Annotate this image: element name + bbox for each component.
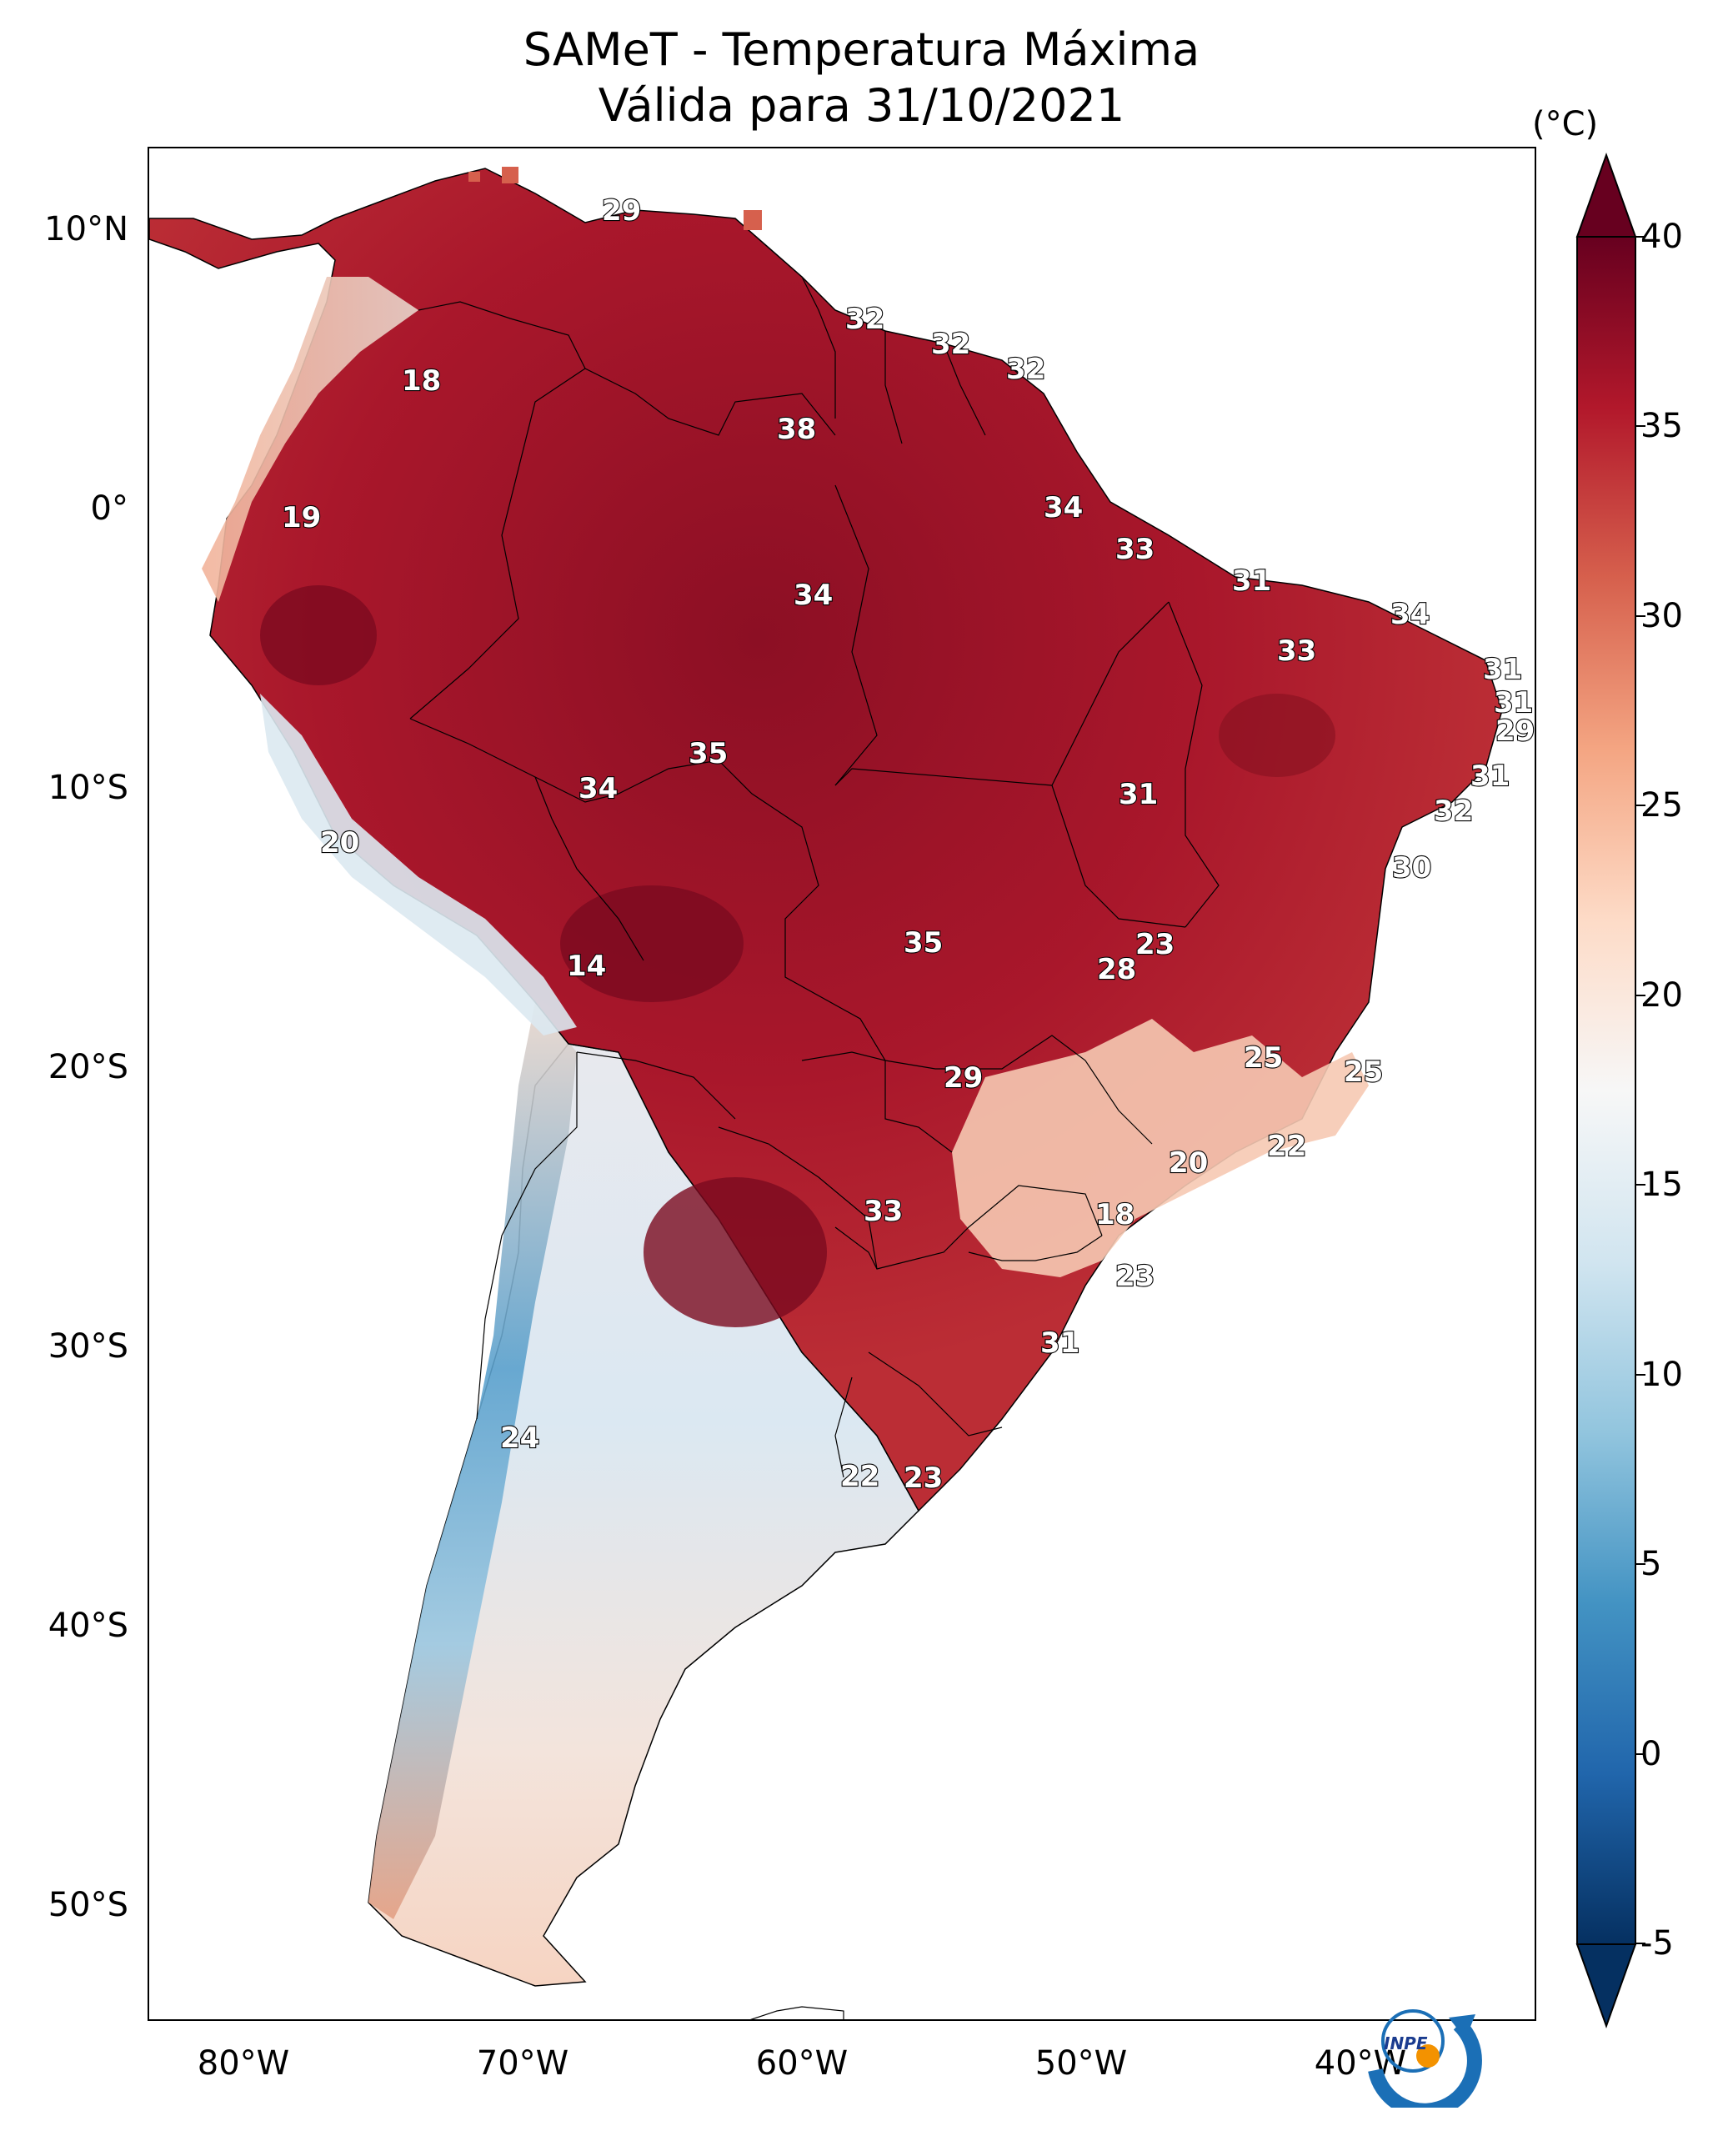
logo-text: INPE xyxy=(1384,2033,1428,2053)
temp-label: 32 xyxy=(845,303,884,336)
temp-label: 34 xyxy=(794,579,833,612)
temp-label: 19 xyxy=(282,501,321,534)
temp-label: 22 xyxy=(1267,1130,1306,1163)
lat-tick-label: 50°S xyxy=(48,1886,128,1924)
lat-tick-label: 40°S xyxy=(48,1607,128,1645)
temp-label: 32 xyxy=(1434,795,1473,828)
colorbar-tick-label: 30 xyxy=(1640,597,1683,635)
temp-label: 14 xyxy=(567,950,606,983)
colorbar-tick-label: 20 xyxy=(1640,976,1683,1015)
temp-label: 29 xyxy=(1495,714,1535,748)
colorbar-tick-label: -5 xyxy=(1640,1924,1674,1963)
lon-tick-label: 70°W xyxy=(476,2044,569,2083)
peru-cool-region xyxy=(260,694,577,1035)
temp-label: 18 xyxy=(402,364,441,398)
inpe-logo-icon: INPE xyxy=(1368,2009,1482,2108)
colorbar-tick-label: 25 xyxy=(1640,786,1683,825)
map-subtitle: Válida para 31/10/2021 xyxy=(598,79,1125,132)
temp-label: 31 xyxy=(1494,686,1533,720)
temp-label: 30 xyxy=(1392,851,1431,885)
temp-label: 35 xyxy=(689,737,728,770)
temp-label: 23 xyxy=(904,1462,943,1495)
colorbar-unit: (°C) xyxy=(1532,105,1599,143)
hot-core-chaco xyxy=(644,1177,827,1327)
lat-tick-label: 20°S xyxy=(48,1048,128,1086)
value-labels: 29 32 32 32 18 38 19 34 34 33 31 34 33 3… xyxy=(281,193,1535,1496)
temp-label: 25 xyxy=(1344,1055,1383,1089)
lon-tick-label: 50°W xyxy=(1034,2044,1128,2083)
temp-label: 23 xyxy=(1115,1260,1155,1293)
island xyxy=(744,210,762,230)
temp-label: 33 xyxy=(1277,634,1316,668)
temp-label: 23 xyxy=(1135,928,1175,961)
lon-tick-label: 80°W xyxy=(197,2044,290,2083)
map-title: SAMeT - Temperatura Máxima xyxy=(523,23,1200,76)
island xyxy=(468,172,480,182)
temp-label: 20 xyxy=(1169,1146,1208,1180)
island xyxy=(502,167,518,183)
temp-label: 24 xyxy=(500,1421,539,1455)
colorbar-top-triangle xyxy=(1575,153,1637,238)
falklands xyxy=(750,2006,844,2019)
temp-label: 28 xyxy=(1097,953,1136,986)
hot-core-amazon xyxy=(260,585,377,685)
temp-label: 34 xyxy=(579,772,618,805)
country-borders xyxy=(409,276,1220,1478)
hot-core-northeast xyxy=(1219,694,1335,777)
temp-label: 20 xyxy=(320,826,359,860)
temp-label: 22 xyxy=(840,1460,879,1493)
lon-tick-label: 60°W xyxy=(755,2044,849,2083)
temp-label: 34 xyxy=(1390,598,1430,631)
colorbar-bar xyxy=(1576,236,1636,1945)
temp-label: 38 xyxy=(777,413,816,446)
colorbar-tick-label: 35 xyxy=(1640,407,1683,445)
temp-label: 31 xyxy=(1040,1326,1079,1360)
chile-region xyxy=(368,1002,577,1919)
lat-tick-label: 0° xyxy=(90,489,128,528)
southeast-mild-region xyxy=(952,1019,1369,1277)
colorbar-tick-label: 0 xyxy=(1640,1735,1662,1773)
map-panel[interactable]: 29 32 32 32 18 38 19 34 34 33 31 34 33 3… xyxy=(148,147,1536,2021)
temp-label: 18 xyxy=(1095,1198,1134,1231)
hot-core-bolivia xyxy=(560,885,744,1002)
temp-label: 35 xyxy=(904,926,943,960)
colorbar xyxy=(1575,153,1645,2028)
temperature-map: 29 32 32 32 18 38 19 34 34 33 31 34 33 3… xyxy=(149,167,1535,2019)
lat-tick-label: 10°N xyxy=(44,210,128,248)
colorbar-tick-label: 5 xyxy=(1640,1545,1662,1583)
temp-label: 31 xyxy=(1232,564,1271,598)
colorbar-tick-label: 15 xyxy=(1640,1166,1683,1204)
temp-label: 32 xyxy=(931,328,970,361)
andes-region xyxy=(202,277,418,602)
temp-label: 34 xyxy=(1044,491,1083,524)
temp-label: 31 xyxy=(1470,760,1510,793)
colorbar-tick-label: 40 xyxy=(1640,218,1683,256)
temp-label: 33 xyxy=(864,1195,903,1228)
colorbar-tick-label: 10 xyxy=(1640,1356,1683,1394)
temp-label: 31 xyxy=(1119,778,1158,811)
colorbar-bottom-triangle xyxy=(1575,1943,1637,2028)
lat-tick-label: 30°S xyxy=(48,1327,128,1366)
lat-tick-label: 10°S xyxy=(48,769,128,807)
temp-label: 31 xyxy=(1483,653,1522,686)
temp-label: 29 xyxy=(602,194,641,228)
temp-label: 25 xyxy=(1244,1041,1283,1075)
temp-label: 32 xyxy=(1006,353,1045,386)
temp-label: 33 xyxy=(1115,533,1155,566)
temp-label: 29 xyxy=(944,1061,983,1095)
